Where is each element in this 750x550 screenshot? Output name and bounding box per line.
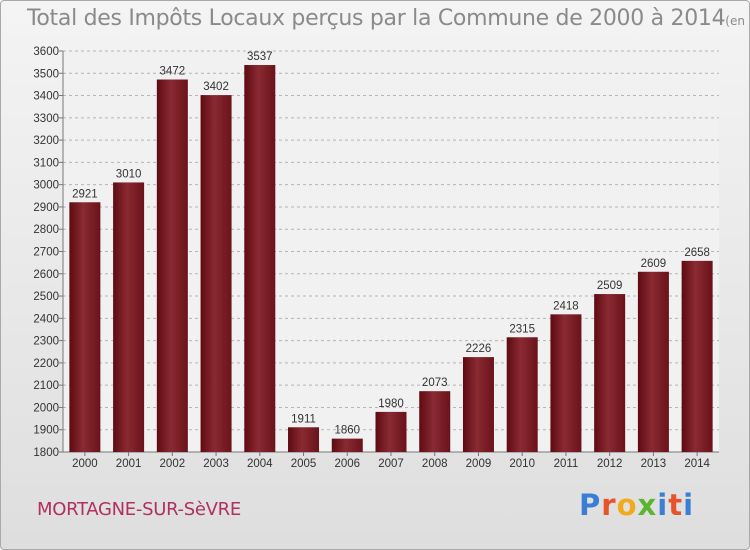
y-tick-label: 2200 bbox=[33, 358, 59, 370]
y-tick-label: 2600 bbox=[33, 269, 59, 281]
bar-value-label: 2609 bbox=[641, 258, 667, 270]
bar bbox=[113, 182, 145, 452]
logo-letter: x bbox=[637, 488, 658, 522]
bar-value-label: 3472 bbox=[160, 66, 186, 78]
y-tick-label: 3300 bbox=[33, 113, 59, 125]
x-tick-label: 2002 bbox=[160, 458, 186, 470]
logo-letter: o bbox=[616, 488, 638, 522]
x-tick-label: 2010 bbox=[509, 458, 535, 470]
bar bbox=[331, 438, 363, 452]
x-tick-label: 2003 bbox=[203, 458, 229, 470]
bar bbox=[156, 79, 188, 452]
proxiti-logo: Proxiti bbox=[579, 488, 694, 522]
bar bbox=[288, 427, 320, 452]
bar-value-label: 2073 bbox=[422, 377, 448, 389]
y-tick-label: 2300 bbox=[33, 336, 59, 348]
bar bbox=[375, 411, 407, 452]
x-tick-label: 2013 bbox=[641, 458, 667, 470]
y-tick-label: 2100 bbox=[33, 380, 59, 392]
x-tick-label: 2005 bbox=[291, 458, 317, 470]
y-tick-label: 3200 bbox=[33, 135, 59, 147]
y-tick-label: 2900 bbox=[33, 202, 59, 214]
logo-letter: r bbox=[601, 488, 617, 522]
x-tick-label: 2012 bbox=[597, 458, 623, 470]
bar-value-label: 2921 bbox=[72, 188, 98, 200]
x-tick-label: 2001 bbox=[116, 458, 142, 470]
bar-value-label: 1980 bbox=[378, 398, 404, 410]
bar-value-label: 1860 bbox=[334, 425, 360, 437]
x-tick-label: 2004 bbox=[247, 458, 273, 470]
x-tick-label: 2014 bbox=[684, 458, 710, 470]
bar-value-label: 3537 bbox=[247, 51, 273, 63]
y-tick-label: 2700 bbox=[33, 247, 59, 259]
bar-value-label: 1911 bbox=[291, 413, 316, 425]
bar-value-label: 3010 bbox=[116, 168, 142, 180]
bar bbox=[200, 95, 232, 453]
x-tick-label: 2009 bbox=[466, 458, 492, 470]
logo-letter: P bbox=[579, 488, 602, 522]
y-tick-label: 3100 bbox=[33, 157, 59, 169]
y-tick-label: 2400 bbox=[33, 313, 59, 325]
x-tick-label: 2008 bbox=[422, 458, 448, 470]
logo-letter: i bbox=[657, 488, 669, 522]
y-tick-label: 1900 bbox=[33, 425, 59, 437]
y-tick-label: 3500 bbox=[33, 68, 59, 80]
title-text: Total des Impôts Locaux perçus par la Co… bbox=[27, 6, 726, 31]
bar bbox=[681, 260, 713, 452]
y-tick-label: 3000 bbox=[33, 180, 59, 192]
bar bbox=[506, 337, 538, 452]
commune-name: MORTAGNE-SUR-SèVRE bbox=[37, 499, 241, 520]
bar bbox=[594, 294, 626, 452]
bar-value-label: 2658 bbox=[684, 247, 710, 259]
y-tick-label: 2800 bbox=[33, 224, 59, 236]
bar-value-label: 2418 bbox=[553, 300, 579, 312]
logo-letter: i bbox=[683, 488, 695, 522]
logo-letter: t bbox=[668, 488, 684, 522]
x-tick-label: 2006 bbox=[334, 458, 360, 470]
y-tick-label: 3600 bbox=[33, 46, 59, 58]
bar-value-label: 2509 bbox=[597, 280, 623, 292]
bar bbox=[462, 357, 494, 452]
bar-value-label: 3402 bbox=[203, 81, 229, 93]
y-tick-label: 3400 bbox=[33, 91, 59, 103]
y-tick-label: 1800 bbox=[33, 447, 59, 459]
bar-value-label: 2315 bbox=[509, 323, 535, 335]
y-tick-label: 2000 bbox=[33, 402, 59, 414]
x-tick-label: 2007 bbox=[378, 458, 404, 470]
bar-value-label: 2226 bbox=[466, 343, 492, 355]
x-tick-label: 2000 bbox=[72, 458, 98, 470]
x-tick-label: 2011 bbox=[554, 458, 579, 470]
bar bbox=[244, 65, 276, 452]
bar bbox=[419, 391, 451, 452]
bar bbox=[550, 314, 582, 452]
bar bbox=[637, 271, 669, 452]
bar bbox=[69, 202, 101, 452]
title-unit: (en milliers d'€) bbox=[725, 14, 749, 28]
chart-title: Total des Impôts Locaux perçus par la Co… bbox=[27, 6, 749, 31]
y-tick-label: 2500 bbox=[33, 291, 59, 303]
